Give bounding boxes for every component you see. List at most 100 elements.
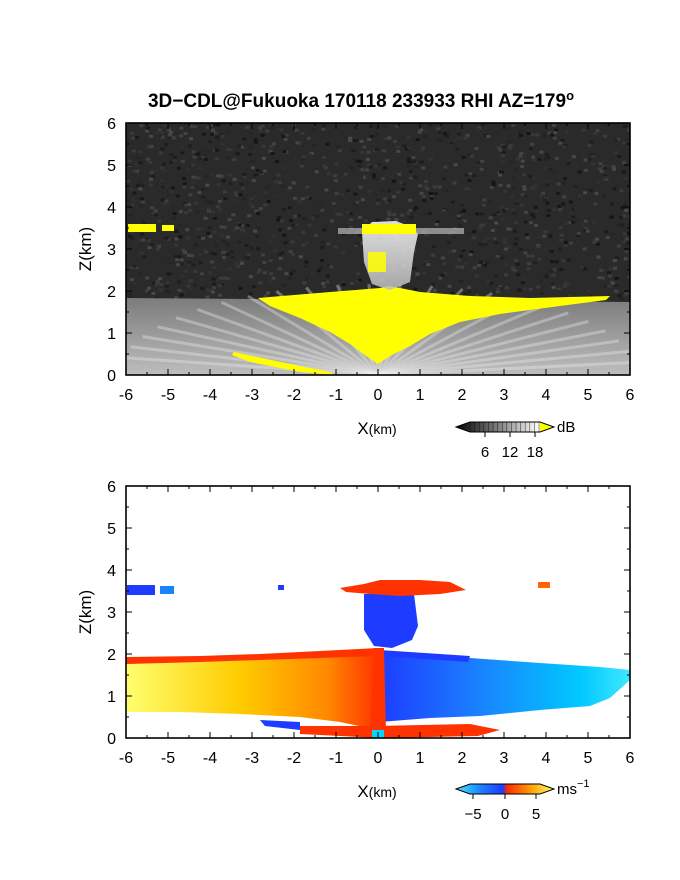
noise-speck (591, 162, 596, 166)
noise-speck (519, 203, 524, 207)
noise-speck (365, 174, 370, 178)
noise-speck (411, 160, 416, 164)
noise-speck (141, 200, 145, 204)
velocity-y-tick-1: 1 (107, 689, 116, 706)
noise-speck (438, 276, 443, 280)
noise-speck (191, 181, 196, 185)
noise-speck (558, 247, 563, 251)
noise-speck (418, 184, 423, 188)
noise-speck (183, 250, 188, 254)
noise-speck (216, 123, 221, 127)
noise-speck (212, 282, 217, 286)
noise-speck (325, 280, 330, 284)
noise-speck (211, 277, 216, 281)
noise-speck (526, 267, 531, 271)
noise-speck (526, 174, 530, 178)
noise-speck (135, 169, 140, 173)
velocity-colorbar: −5 0 5 ms−1 (454, 778, 590, 823)
noise-speck (548, 274, 553, 278)
noise-speck (334, 162, 339, 165)
noise-speck (314, 170, 319, 174)
noise-speck (135, 184, 140, 188)
noise-speck (365, 168, 369, 172)
noise-speck (149, 177, 154, 181)
noise-speck (409, 215, 414, 219)
velocity-x-tick-0: 0 (374, 750, 383, 767)
noise-speck (598, 162, 603, 166)
noise-speck (252, 195, 257, 199)
noise-speck (213, 123, 217, 127)
noise-speck (151, 211, 156, 215)
noise-speck (550, 260, 554, 264)
noise-speck (324, 225, 329, 229)
noise-speck (523, 194, 528, 198)
noise-speck (371, 173, 376, 177)
noise-speck (433, 153, 438, 157)
snr-x-tick-m3: -3 (245, 387, 259, 404)
noise-speck (161, 162, 166, 166)
noise-speck (522, 185, 527, 189)
noise-speck (144, 252, 149, 256)
snr-y-tick-2: 2 (107, 284, 116, 301)
noise-speck (216, 205, 220, 209)
noise-speck (289, 272, 294, 276)
noise-speck (151, 292, 156, 295)
noise-speck (291, 181, 296, 185)
noise-speck (258, 281, 263, 285)
noise-speck (515, 186, 520, 190)
noise-speck (154, 263, 159, 267)
noise-speck (389, 175, 393, 179)
noise-speck (206, 288, 211, 292)
noise-speck (282, 233, 287, 237)
noise-speck (258, 140, 263, 144)
velocity-x-tick-m1: -1 (329, 750, 343, 767)
noise-speck (429, 195, 434, 199)
noise-speck (225, 242, 230, 246)
snr-x-tick-4: 4 (542, 387, 551, 404)
noise-speck (506, 227, 511, 231)
noise-speck (160, 131, 165, 135)
noise-speck (138, 251, 143, 255)
noise-speck (363, 175, 367, 179)
noise-speck (216, 138, 221, 141)
noise-speck (134, 162, 139, 166)
noise-speck (145, 157, 150, 161)
noise-speck (147, 181, 152, 185)
noise-speck (265, 129, 270, 133)
noise-speck (213, 131, 218, 135)
noise-speck (406, 157, 411, 161)
noise-speck (501, 154, 506, 158)
velocity-left-sector (126, 650, 378, 730)
noise-speck (536, 245, 541, 248)
noise-speck (603, 166, 608, 170)
noise-speck (268, 239, 273, 243)
noise-speck (155, 280, 160, 284)
noise-speck (290, 240, 295, 244)
noise-speck (542, 248, 547, 252)
noise-speck (283, 138, 288, 141)
noise-speck (510, 127, 515, 131)
noise-speck (440, 273, 445, 277)
noise-speck (526, 132, 531, 136)
noise-speck (573, 185, 578, 188)
noise-speck (432, 244, 436, 248)
noise-speck (132, 191, 137, 195)
noise-speck (462, 292, 467, 296)
noise-speck (604, 123, 609, 127)
noise-speck (491, 183, 496, 187)
noise-speck (129, 278, 134, 282)
snr-y-tick-5: 5 (107, 158, 116, 175)
noise-speck (552, 123, 556, 127)
noise-speck (129, 187, 134, 191)
noise-speck (149, 243, 154, 247)
noise-speck (611, 165, 616, 169)
noise-speck (419, 160, 424, 164)
noise-speck (362, 145, 367, 149)
noise-speck (207, 209, 211, 213)
noise-speck (360, 151, 365, 154)
noise-speck (248, 152, 253, 156)
snr-ticks (125, 122, 631, 376)
velocity-elevated-core (364, 594, 418, 648)
noise-speck (353, 244, 358, 248)
